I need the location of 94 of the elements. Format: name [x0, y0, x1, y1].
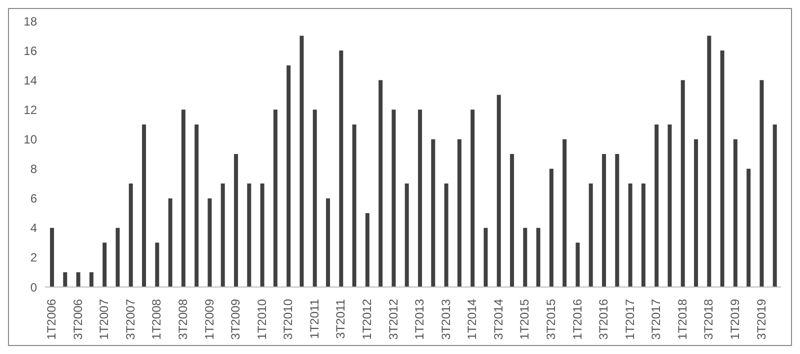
x-tick-label: 1T2007: [97, 298, 112, 340]
x-tick-label: 3T2011: [334, 298, 348, 339]
y-tick-label: 0: [30, 280, 38, 294]
bar: [63, 272, 68, 287]
y-tick-label: 8: [30, 162, 38, 176]
bar: [668, 124, 672, 287]
x-tick-label: 3T2016: [596, 298, 611, 340]
y-tick-label: 10: [24, 132, 38, 146]
x-tick-label: 3T2012: [386, 298, 400, 340]
bar: [536, 228, 540, 287]
bar: [444, 184, 448, 287]
bar: [562, 139, 567, 287]
bar: [484, 228, 488, 287]
x-tick-label: 1T2017: [622, 298, 637, 340]
bar: [588, 184, 593, 287]
bar: [50, 228, 54, 287]
bar: [89, 272, 94, 287]
x-tick-label: 3T2007: [123, 298, 138, 340]
bar: [352, 124, 356, 287]
bar: [431, 139, 436, 287]
x-tick-label: 3T2009: [228, 298, 243, 340]
x-tick-label: 1T2016: [570, 298, 584, 340]
x-tick-label: 3T2006: [70, 298, 85, 340]
x-tick-label: 3T2019: [754, 298, 768, 340]
x-tick-label: 3T2017: [649, 298, 664, 340]
bar: [155, 242, 160, 287]
bar: [654, 124, 659, 287]
x-tick-label: 1T2011: [307, 298, 322, 339]
bar: [378, 80, 383, 287]
bar: [418, 110, 422, 287]
bar: [392, 110, 396, 287]
bar: [102, 242, 107, 287]
bar: [194, 124, 199, 287]
bar: [496, 94, 501, 287]
bar: [260, 184, 264, 287]
x-tick-label: 1T2008: [150, 298, 164, 340]
bar: [523, 228, 528, 287]
bar: [273, 110, 278, 287]
y-tick-label: 18: [24, 14, 38, 28]
x-tick-label: 1T2009: [202, 298, 216, 340]
x-tick-label: 1T2015: [518, 298, 532, 340]
bar: [181, 110, 186, 287]
bar: [707, 36, 712, 287]
bar: [286, 65, 291, 287]
x-tick-label: 1T2012: [360, 298, 374, 340]
bar: [128, 184, 133, 287]
x-tick-label: 1T2010: [254, 298, 269, 340]
bar: [339, 50, 344, 287]
bar: [365, 213, 370, 287]
bar: [615, 154, 620, 287]
bar: [680, 80, 685, 287]
x-tick-label: 3T2015: [544, 298, 558, 340]
bar: [510, 154, 514, 287]
y-tick-label: 2: [30, 250, 38, 265]
x-tick-label: 1T2018: [675, 298, 690, 340]
x-tick-label: 3T2008: [176, 298, 190, 340]
bar: [772, 124, 777, 287]
bar: [168, 198, 172, 287]
bar: [576, 242, 580, 287]
bar: [760, 80, 764, 287]
bar: [628, 184, 632, 287]
x-tick-label: 3T2018: [702, 298, 716, 340]
bar: [300, 36, 304, 287]
x-tick-label: 3T2013: [438, 298, 453, 340]
bar: [208, 198, 212, 287]
bar: [404, 184, 409, 287]
bar: [220, 184, 225, 287]
y-tick-label: 16: [24, 44, 38, 58]
y-tick-label: 4: [30, 221, 38, 236]
bar: [602, 154, 606, 287]
bar: [720, 50, 724, 287]
x-tick-label: 1T2014: [465, 298, 480, 340]
bar: [312, 110, 317, 287]
x-tick-label: 1T2013: [412, 298, 427, 340]
y-tick-label: 12: [24, 102, 38, 117]
bar: [733, 139, 738, 287]
bar: [549, 168, 554, 287]
x-tick-label: 1T2019: [728, 298, 742, 340]
bar: [76, 272, 80, 287]
bar: [470, 110, 475, 287]
bar: [247, 184, 252, 287]
y-tick-label: 6: [30, 192, 38, 206]
x-tick-label: 1T2006: [44, 298, 59, 340]
bar: [326, 198, 330, 287]
bar: [457, 139, 462, 287]
x-tick-label: 3T2014: [491, 298, 506, 340]
bar: [234, 154, 238, 287]
bar: [694, 139, 698, 287]
x-tick-label: 3T2010: [281, 298, 296, 340]
y-tick-label: 14: [24, 73, 38, 88]
bar: [746, 168, 751, 287]
bar: [116, 228, 120, 287]
bar: [641, 184, 646, 287]
bar: [142, 124, 146, 287]
